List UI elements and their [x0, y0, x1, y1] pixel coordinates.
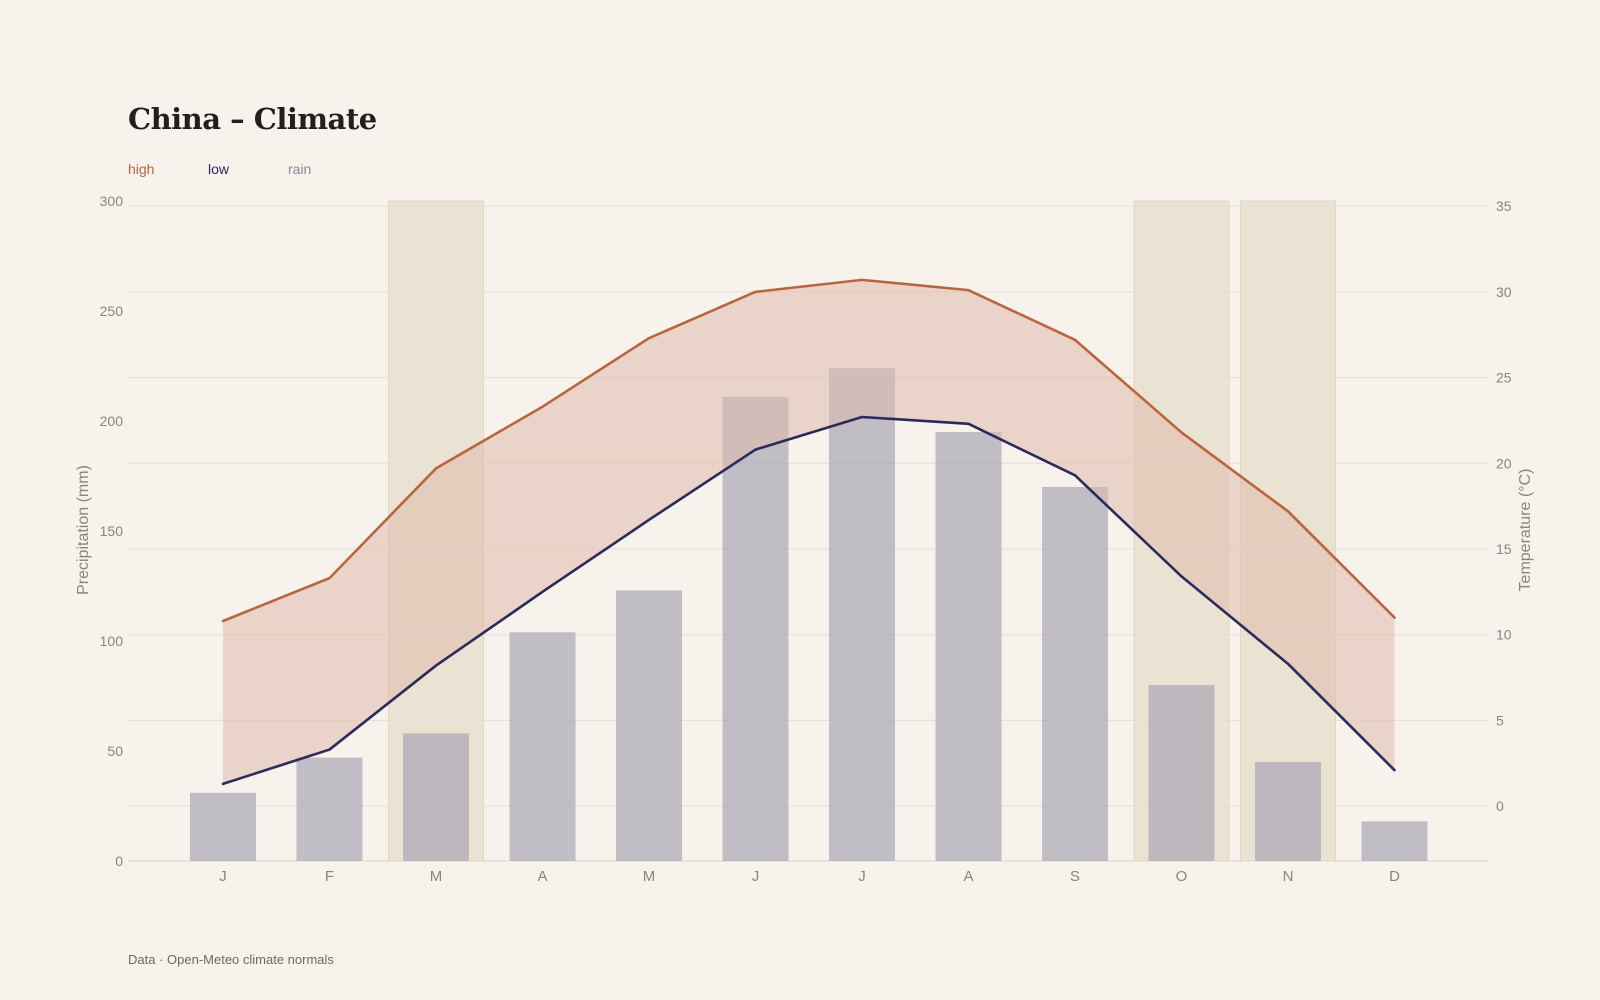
y-right-tick-label: 10 [1496, 627, 1512, 643]
x-tick-label: J [752, 868, 760, 885]
y-right-tick-label: 5 [1496, 712, 1504, 728]
source-note: Data · Open-Meteo climate normals [128, 952, 334, 967]
y-tick-label: 300 [100, 193, 124, 209]
x-tick-label: A [963, 868, 973, 885]
x-tick-label: D [1389, 868, 1400, 885]
rain-bar [190, 792, 256, 861]
temperature-band [223, 279, 1395, 784]
rain-bar [1148, 685, 1215, 861]
x-tick-label: S [1070, 868, 1080, 885]
rain-bar [509, 632, 576, 861]
y-right-tick-label: 30 [1496, 284, 1512, 300]
rain-bar [1255, 762, 1321, 861]
rain-bar [616, 590, 682, 861]
y-tick-label: 150 [100, 523, 124, 539]
y-axis-title: Precipitation (mm) [75, 465, 92, 595]
high-line [221, 278, 1396, 623]
y-tick-label: 50 [107, 743, 123, 759]
y-tick-label: 250 [100, 303, 124, 319]
rain-bar [1361, 821, 1428, 861]
x-tick-label: M [643, 868, 656, 885]
legend-rain: rain [288, 161, 312, 177]
rain-bar [1042, 487, 1108, 861]
rain-bar [403, 733, 469, 861]
y-tick-label: 100 [100, 633, 124, 649]
y-right-tick-label: 25 [1496, 370, 1512, 386]
y-right-tick-label: 20 [1496, 455, 1512, 471]
y-right-tick-label: 35 [1496, 198, 1512, 214]
x-tick-label: F [325, 868, 334, 885]
y-tick-label: 200 [100, 413, 124, 429]
x-tick-label: A [537, 868, 547, 885]
chart-title: China – Climate [128, 102, 377, 136]
y-right-tick-label: 15 [1496, 541, 1512, 557]
x-tick-label: J [219, 868, 227, 885]
x-tick-label: M [430, 868, 443, 885]
rain-bar [935, 432, 1002, 861]
y-tick-label: 0 [115, 853, 123, 869]
legend: high low rain [128, 161, 368, 177]
rain-bar [829, 368, 895, 861]
x-tick-label: J [858, 868, 866, 885]
y-right-tick-label: 0 [1496, 798, 1504, 814]
low-line [221, 415, 1396, 786]
legend-low: low [208, 161, 230, 177]
y-right-axis-title: Temperature (°C) [1517, 469, 1534, 592]
x-tick-label: O [1176, 868, 1188, 885]
rain-bar [722, 396, 789, 861]
legend-high: high [128, 161, 155, 177]
rain-bar [296, 757, 363, 861]
x-tick-label: N [1283, 868, 1294, 885]
